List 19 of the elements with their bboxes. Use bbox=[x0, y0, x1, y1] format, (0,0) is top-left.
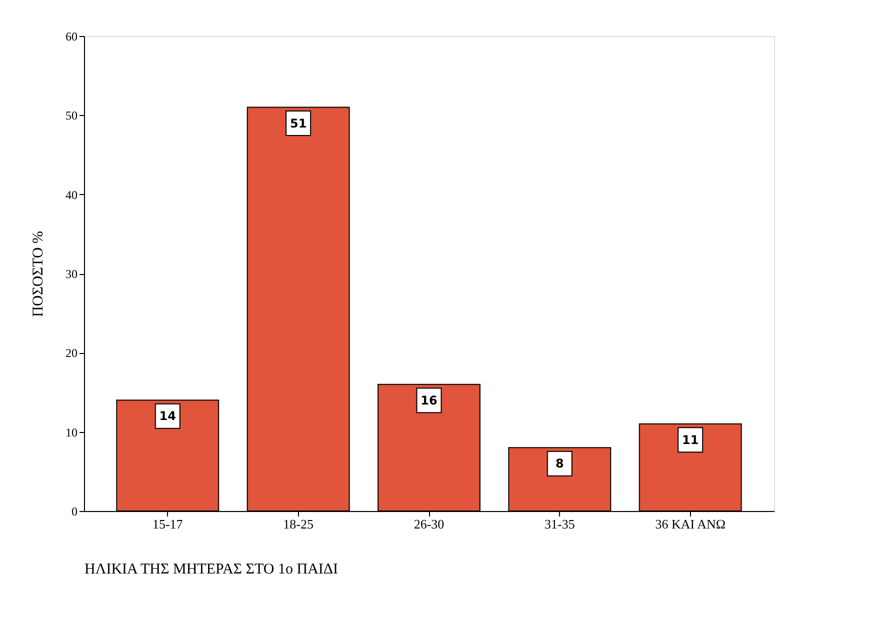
x-tick-label: 15-17 bbox=[152, 516, 184, 532]
x-tick-label: 31-35 bbox=[544, 516, 575, 532]
data-label: 16 bbox=[420, 393, 438, 408]
y-tick-label: 40 bbox=[66, 188, 78, 202]
data-label: 51 bbox=[290, 116, 307, 130]
y-tick-label: 50 bbox=[66, 108, 78, 123]
data-label: 11 bbox=[682, 432, 699, 447]
y-axis-title: ΠΟΣΟΣΤΟ % bbox=[30, 231, 46, 317]
y-tick-label: 60 bbox=[66, 30, 78, 44]
y-tick-label: 0 bbox=[72, 504, 78, 518]
data-label: 14 bbox=[159, 409, 176, 424]
x-tick-label: 36 ΚΑΙ ΑΝΩ bbox=[655, 516, 726, 532]
y-tick-label: 10 bbox=[66, 425, 78, 440]
x-axis-title: ΗΛΙΚΙΑ ΤΗΣ ΜΗΤΕΡΑΣ ΣΤΟ 1ο ΠΑΙΔΙ bbox=[84, 562, 338, 578]
x-tick-label: 18-25 bbox=[283, 516, 314, 532]
x-tick-label: 26-30 bbox=[414, 516, 444, 532]
y-tick-label: 30 bbox=[66, 267, 78, 281]
y-tick-label: 20 bbox=[66, 346, 78, 360]
data-label: 8 bbox=[556, 456, 564, 471]
